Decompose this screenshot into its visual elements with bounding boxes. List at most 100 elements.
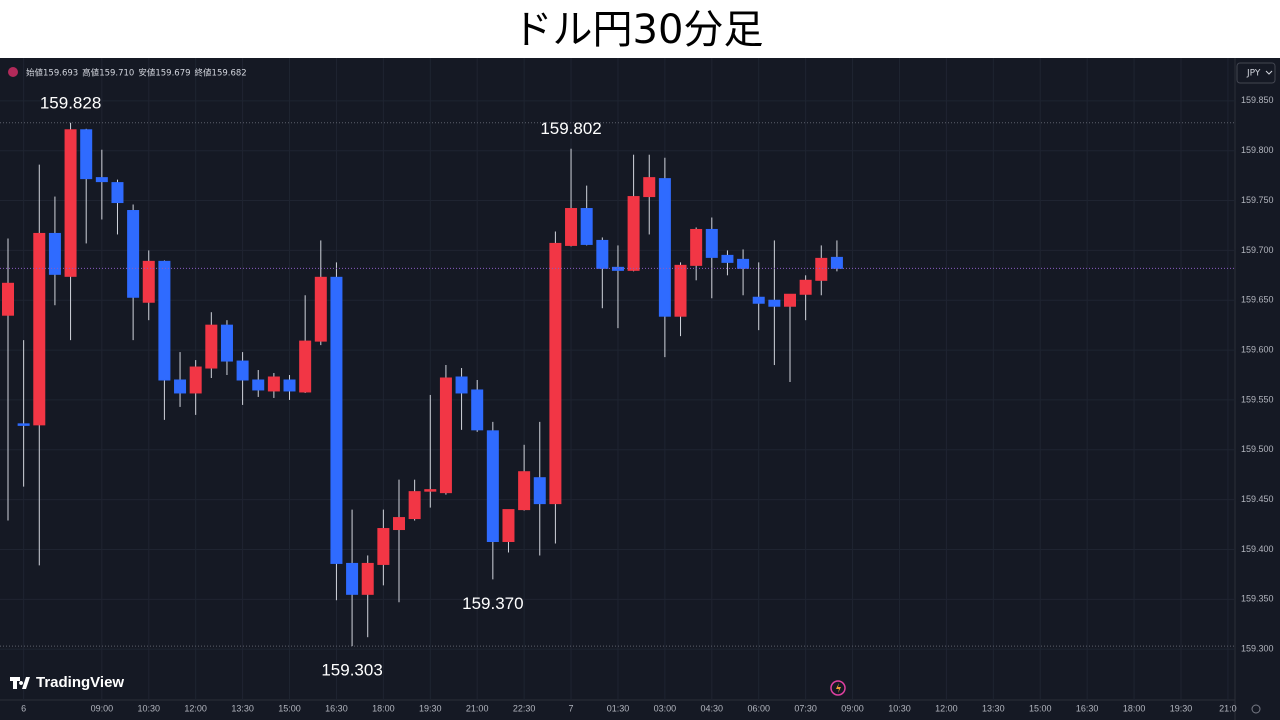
- y-tick-label: 159.750: [1241, 195, 1274, 205]
- candle-body: [236, 360, 249, 381]
- y-tick-label: 159.450: [1241, 494, 1274, 504]
- candle-body: [377, 528, 390, 565]
- logo-mark: [10, 677, 30, 689]
- x-tick-label: 07:30: [794, 703, 817, 713]
- y-tick-label: 159.650: [1241, 295, 1274, 305]
- candle-body: [267, 376, 280, 392]
- candle-body: [784, 293, 796, 307]
- candle-body: [95, 177, 108, 183]
- candle-body: [252, 379, 265, 391]
- candle-body: [283, 379, 296, 392]
- x-tick-label: 21:00: [466, 703, 489, 713]
- currency-selector[interactable]: JPY: [1236, 62, 1276, 84]
- extreme-label: 159.303: [321, 661, 382, 680]
- candle-body: [127, 210, 140, 298]
- x-tick-label: 6: [21, 703, 26, 713]
- y-tick-label: 159.300: [1241, 644, 1274, 654]
- settings-icon[interactable]: [1251, 704, 1261, 714]
- title-band: [0, 0, 1280, 58]
- y-tick-label: 159.350: [1241, 594, 1274, 604]
- alert-bolt: [836, 683, 841, 693]
- x-tick-label: 04:30: [701, 703, 724, 713]
- candle-body: [471, 389, 484, 431]
- candle-body: [518, 471, 531, 511]
- chart-background: [0, 58, 1280, 720]
- candle-body: [393, 517, 405, 531]
- candle-body: [815, 257, 828, 281]
- candle-body: [643, 177, 656, 198]
- candle-body: [205, 324, 218, 369]
- candle-body: [80, 129, 93, 180]
- ohlc-legend: 始値 159.693 高値 159.710 安値 159.679 終値 159.682: [26, 68, 247, 79]
- candle-body: [361, 562, 374, 595]
- x-tick-label: 22:30: [513, 703, 536, 713]
- x-tick-label: 10:30: [137, 703, 160, 713]
- x-tick-label: 03:00: [654, 703, 677, 713]
- candle-body: [627, 196, 640, 271]
- x-tick-label: 19:30: [1170, 703, 1193, 713]
- candle-body: [408, 491, 421, 520]
- legend-key: 高値: [82, 68, 100, 79]
- candle-body: [721, 254, 734, 263]
- x-tick-label: 19:30: [419, 703, 442, 713]
- candle-body: [565, 208, 578, 246]
- candle-body: [174, 379, 187, 394]
- x-tick-label: 18:00: [1123, 703, 1146, 713]
- candle-body: [17, 423, 30, 426]
- symbol-icon: [8, 67, 18, 77]
- candle-body: [455, 376, 468, 394]
- y-tick-label: 159.800: [1241, 145, 1274, 155]
- candle-body: [549, 242, 562, 505]
- candle-body: [299, 340, 312, 393]
- candle-body: [737, 258, 750, 269]
- y-tick-label: 159.700: [1241, 245, 1274, 255]
- extreme-label: 159.828: [40, 93, 101, 112]
- candle-body: [220, 324, 233, 362]
- x-tick-label: 01:30: [607, 703, 630, 713]
- x-tick-label: 10:30: [888, 703, 911, 713]
- candle-body: [33, 232, 46, 426]
- candle-body: [314, 276, 327, 342]
- x-tick-label: 09:00: [841, 703, 864, 713]
- x-tick-label: 16:30: [325, 703, 348, 713]
- x-tick-label: 21:0: [1219, 703, 1237, 713]
- x-tick-label: 13:30: [231, 703, 254, 713]
- candle-body: [2, 282, 14, 316]
- candle-body: [752, 296, 765, 304]
- legend-value: 159.693: [43, 69, 78, 79]
- legend-key: 安値: [138, 68, 156, 79]
- candle-body: [690, 228, 703, 266]
- currency-label[interactable]: JPY: [1246, 69, 1261, 79]
- x-tick-label: 09:00: [91, 703, 114, 713]
- x-tick-label: 7: [569, 703, 574, 713]
- legend-value: 159.710: [99, 69, 134, 79]
- x-tick-label: 06:00: [747, 703, 770, 713]
- candle-body: [330, 276, 343, 564]
- x-tick-label: 15:00: [278, 703, 301, 713]
- legend-value: 159.682: [212, 69, 247, 79]
- x-tick-label: 18:00: [372, 703, 395, 713]
- candle-body: [111, 182, 124, 204]
- candle-body: [439, 377, 452, 494]
- candle-body: [346, 562, 359, 595]
- extreme-label: 159.370: [462, 594, 523, 613]
- candle-body: [674, 264, 687, 317]
- x-tick-label: 16:30: [1076, 703, 1099, 713]
- candle-body: [658, 178, 671, 317]
- y-tick-label: 159.400: [1241, 544, 1274, 554]
- legend-value: 159.679: [155, 69, 190, 79]
- brand-name: TradingView: [36, 674, 124, 691]
- y-tick-label: 159.850: [1241, 95, 1274, 105]
- candle-body: [158, 260, 171, 381]
- alert-icon[interactable]: [830, 680, 846, 696]
- candle-body: [142, 260, 155, 303]
- candle-body: [533, 477, 546, 505]
- y-tick-label: 159.550: [1241, 394, 1274, 404]
- y-tick-label: 159.600: [1241, 344, 1274, 354]
- currency-box[interactable]: [1236, 62, 1276, 84]
- x-tick-label: 15:00: [1029, 703, 1052, 713]
- plot: [0, 58, 1235, 700]
- x-tick-label: 12:00: [935, 703, 958, 713]
- candle-body: [580, 208, 593, 245]
